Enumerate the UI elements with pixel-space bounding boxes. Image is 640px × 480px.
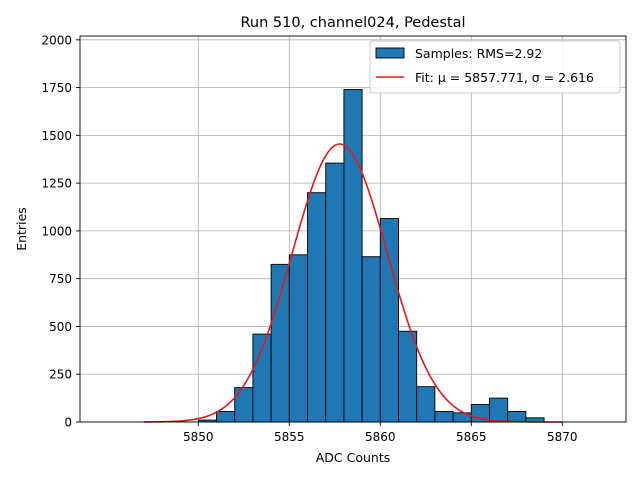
plot-frame — [79, 35, 627, 423]
legend-samples-swatch — [375, 47, 405, 59]
y-tick-label: 2000 — [41, 33, 72, 47]
y-tick-label: 1000 — [41, 224, 72, 238]
histogram-bars — [197, 89, 545, 423]
x-axis-label: ADC Counts — [316, 450, 391, 465]
x-tick-label: 5850 — [183, 430, 214, 444]
histogram-bar — [507, 411, 527, 423]
chart-title: Run 510, channel024, Pedestal — [240, 15, 465, 31]
y-tick-label: 500 — [49, 320, 72, 334]
y-tick-label: 0 — [64, 416, 72, 430]
x-axis-ticks: 5850 5855 5860 5865 5870 — [183, 422, 578, 444]
legend: Samples: RMS=2.92 Fit: μ = 5857.771, σ =… — [369, 40, 621, 94]
histogram-bar — [343, 89, 363, 423]
histogram-bar — [416, 386, 436, 423]
histogram-bar — [361, 256, 381, 423]
x-tick-label: 5855 — [274, 430, 305, 444]
y-tick-label: 250 — [49, 368, 72, 382]
histogram-bar — [325, 162, 345, 423]
y-tick-label: 1500 — [41, 129, 72, 143]
histogram-bar — [270, 263, 290, 423]
histogram-bar — [398, 330, 418, 423]
histogram-bar — [379, 218, 399, 423]
y-tick-label: 750 — [49, 272, 72, 286]
y-axis-ticks: 0 250 500 750 1000 1250 1500 1750 2000 — [41, 33, 80, 430]
histogram-bar — [434, 411, 454, 423]
legend-samples-label: Samples: RMS=2.92 — [415, 46, 542, 61]
histogram-bar — [489, 397, 509, 423]
y-tick-label: 1750 — [41, 81, 72, 95]
histogram-bar — [288, 254, 308, 423]
histogram-bar — [307, 192, 327, 423]
y-tick-label: 1250 — [41, 177, 72, 191]
x-tick-label: 5870 — [547, 430, 578, 444]
histogram-bar — [216, 411, 236, 423]
gaussian-fit-curve — [143, 143, 563, 423]
x-tick-label: 5865 — [456, 430, 487, 444]
x-tick-label: 5860 — [365, 430, 396, 444]
y-axis-label: Entries — [14, 207, 29, 251]
histogram-bar — [234, 387, 254, 423]
legend-box — [369, 40, 621, 94]
legend-fit-label: Fit: μ = 5857.771, σ = 2.616 — [415, 70, 594, 85]
